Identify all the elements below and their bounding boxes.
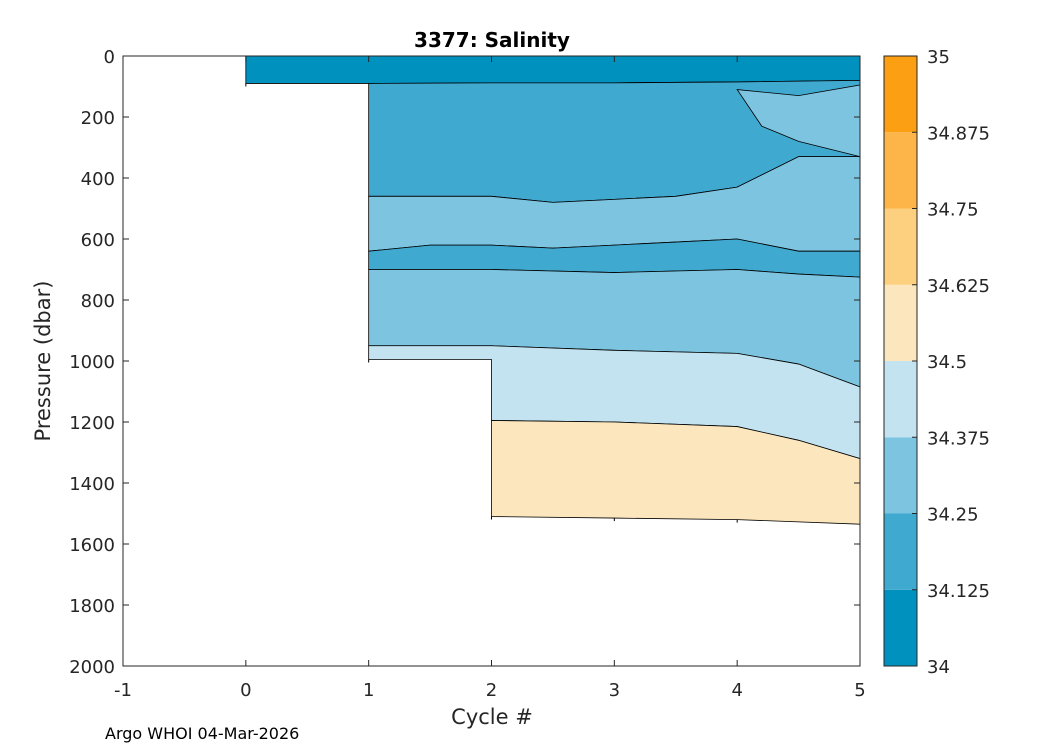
y-tick-label: 1400 [69,474,115,495]
colorbar-tick-label: 34 [927,657,950,678]
colorbar-swatch-5 [884,284,917,361]
y-tick-label: 2000 [69,657,115,678]
chart-title: 3377: Salinity [414,28,570,52]
y-tick-label: 400 [81,169,115,190]
x-axis-label: Cycle # [451,705,533,729]
colorbar-tick-label: 34.375 [927,428,990,449]
colorbar-tick-label: 34.75 [927,200,979,221]
colorbar-swatch-8 [884,56,917,133]
x-tick-label: 3 [609,680,620,701]
colorbar-tick-label: 34.25 [927,505,979,526]
colorbar-tick-label: 34.625 [927,276,990,297]
colorbar-swatch-1 [884,589,917,666]
x-tick-label: 0 [240,680,251,701]
contour-band-1 [245,55,861,84]
colorbar-tick-label: 35 [927,47,950,68]
x-tick-label: 5 [854,680,865,701]
x-tick-label: 4 [731,680,742,701]
y-axis: 0 200 400 600 800 1000 1200 1400 1600 1800 2000 [69,47,860,678]
y-tick-label: 800 [81,291,115,312]
x-tick-label: 2 [486,680,497,701]
y-tick-label: 1800 [69,596,115,617]
x-axis: -1 0 1 2 3 4 5 [114,56,866,701]
y-tick-label: 600 [81,230,115,251]
colorbar-swatch-7 [884,132,917,209]
x-tick-label: 1 [363,680,374,701]
colorbar-swatch-2 [884,513,917,590]
colorbar-tick-label: 34.5 [927,352,967,373]
footer-credit: Argo WHOI 04-Mar-2026 [105,724,300,743]
colorbar: 34 34.125 34.25 34.375 34.5 34.625 34.75 34.875… [883,47,990,678]
plot-area [122,55,861,667]
y-tick-label: 0 [104,47,115,68]
y-tick-label: 1200 [69,413,115,434]
colorbar-tick-label: 34.875 [927,123,990,144]
y-tick-label: 1600 [69,535,115,556]
y-tick-label: 200 [81,108,115,129]
colorbar-tick-label: 34.125 [927,581,990,602]
colorbar-swatch-6 [884,208,917,285]
x-tick-label: -1 [114,680,132,701]
y-tick-label: 1000 [69,352,115,373]
y-axis-label: Pressure (dbar) [31,281,55,442]
colorbar-swatch-4 [884,361,917,438]
colorbar-swatch-3 [884,437,917,514]
